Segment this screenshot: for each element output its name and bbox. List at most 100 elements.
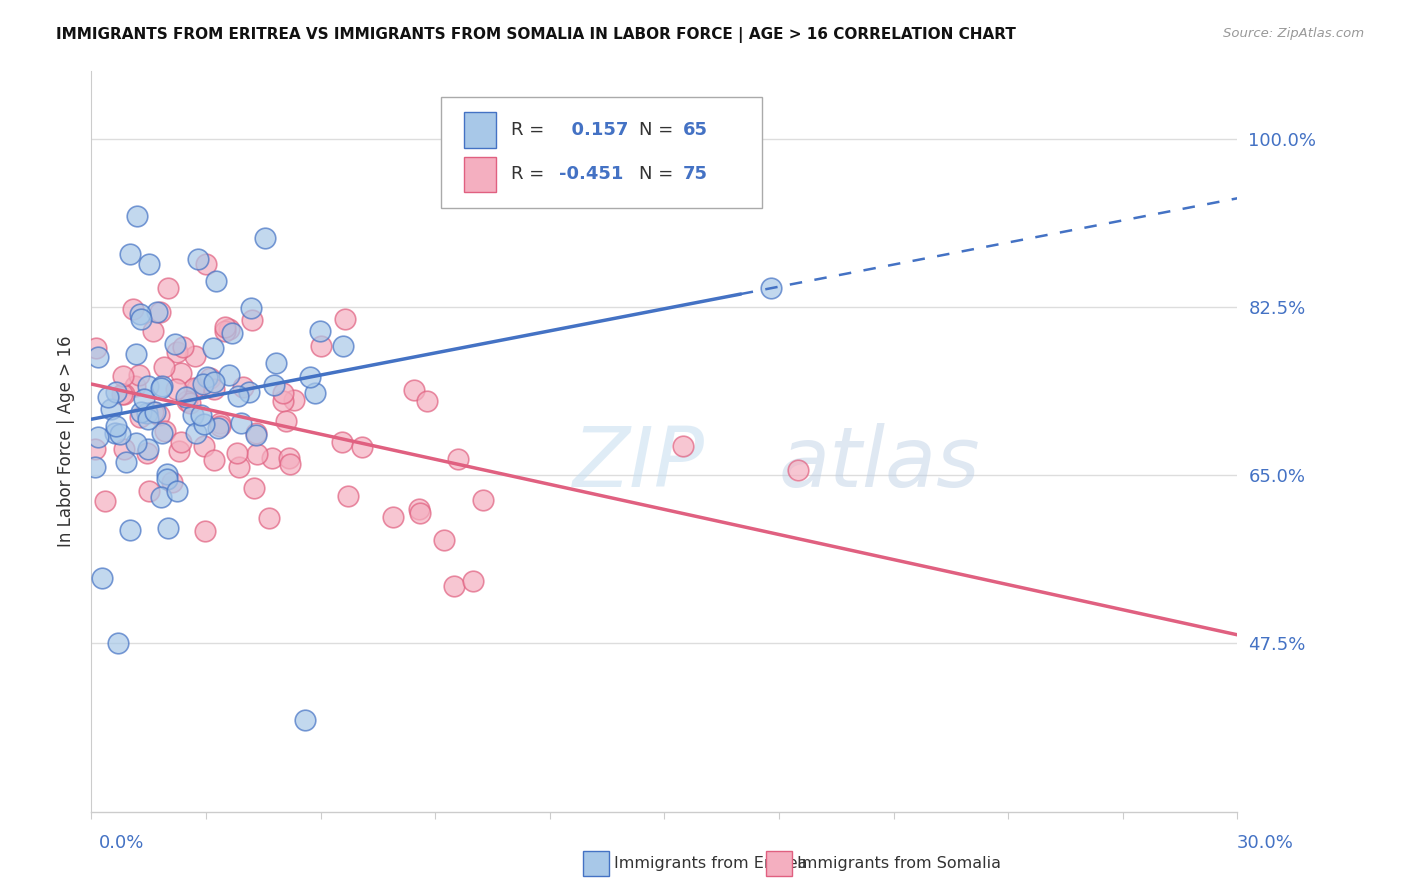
Point <box>194 524 217 539</box>
Point <box>218 321 240 335</box>
Point <box>156 281 179 295</box>
Text: -0.451: -0.451 <box>560 165 623 183</box>
Point <box>103 425 125 440</box>
Point <box>94 493 117 508</box>
Point <box>409 506 432 520</box>
Point <box>263 377 285 392</box>
Point <box>214 324 236 338</box>
Point <box>138 483 160 498</box>
Point <box>232 379 254 393</box>
Point <box>142 405 165 419</box>
FancyBboxPatch shape <box>464 156 496 192</box>
Point <box>207 421 229 435</box>
Point <box>149 490 172 504</box>
Point <box>181 408 204 422</box>
Point <box>150 425 173 440</box>
Point <box>214 320 236 334</box>
Point <box>245 427 267 442</box>
Point <box>332 339 354 353</box>
Point <box>202 341 225 355</box>
Point <box>672 439 695 453</box>
Point <box>463 574 485 588</box>
Text: atlas: atlas <box>779 423 980 504</box>
Point <box>433 533 456 547</box>
Point <box>381 510 404 524</box>
Point <box>112 368 135 383</box>
Point <box>149 381 172 395</box>
Point <box>176 393 198 408</box>
FancyBboxPatch shape <box>464 112 496 147</box>
Point <box>112 387 135 401</box>
Point <box>260 450 283 465</box>
Point <box>184 349 207 363</box>
Point <box>204 275 226 289</box>
Point <box>136 379 159 393</box>
Point <box>125 436 148 450</box>
Point <box>84 442 107 456</box>
Point <box>787 463 810 477</box>
Point <box>165 382 187 396</box>
Text: ZIP: ZIP <box>572 423 704 504</box>
Point <box>304 386 326 401</box>
Point <box>330 435 353 450</box>
Point <box>138 257 160 271</box>
Point <box>136 406 159 420</box>
Point <box>218 368 240 383</box>
Point <box>221 326 243 341</box>
Point <box>87 430 110 444</box>
Point <box>238 385 260 400</box>
Point <box>125 347 148 361</box>
Text: IMMIGRANTS FROM ERITREA VS IMMIGRANTS FROM SOMALIA IN LABOR FORCE | AGE > 16 COR: IMMIGRANTS FROM ERITREA VS IMMIGRANTS FR… <box>56 27 1017 43</box>
Text: R =: R = <box>510 165 544 183</box>
Point <box>446 452 468 467</box>
Point <box>202 375 225 389</box>
Point <box>404 383 426 397</box>
Point <box>129 405 152 419</box>
Point <box>104 384 127 399</box>
Point <box>254 231 277 245</box>
Point <box>183 381 205 395</box>
Point <box>107 636 129 650</box>
Point <box>276 413 298 427</box>
Text: Source: ZipAtlas.com: Source: ZipAtlas.com <box>1223 27 1364 40</box>
Point <box>96 390 118 404</box>
Point <box>193 376 215 391</box>
Point <box>271 394 294 409</box>
Point <box>127 209 149 223</box>
Point <box>202 452 225 467</box>
Point <box>277 450 299 465</box>
Point <box>198 370 221 384</box>
Point <box>87 350 110 364</box>
Text: 65: 65 <box>683 120 707 139</box>
Point <box>108 427 131 442</box>
Point <box>132 392 155 406</box>
Point <box>166 484 188 499</box>
Point <box>105 418 128 433</box>
Text: R =: R = <box>510 120 544 139</box>
Point <box>225 446 247 460</box>
Point <box>193 417 215 431</box>
Point <box>240 301 263 316</box>
Text: N =: N = <box>640 120 673 139</box>
Text: Immigrants from Somalia: Immigrants from Somalia <box>797 856 1001 871</box>
Point <box>294 714 316 728</box>
Point <box>308 324 330 338</box>
Point <box>148 408 170 422</box>
Point <box>115 455 138 469</box>
Point <box>170 367 193 381</box>
Point <box>142 325 165 339</box>
Point <box>128 306 150 320</box>
Point <box>226 389 249 403</box>
Point <box>245 425 267 440</box>
Point <box>335 312 357 326</box>
Point <box>90 571 112 585</box>
Point <box>350 440 373 454</box>
Point <box>156 467 179 481</box>
Point <box>195 370 218 384</box>
Point <box>156 473 179 487</box>
Point <box>153 359 176 374</box>
Point <box>165 337 187 351</box>
Point <box>112 442 135 456</box>
Point <box>186 380 208 394</box>
Point <box>100 402 122 417</box>
